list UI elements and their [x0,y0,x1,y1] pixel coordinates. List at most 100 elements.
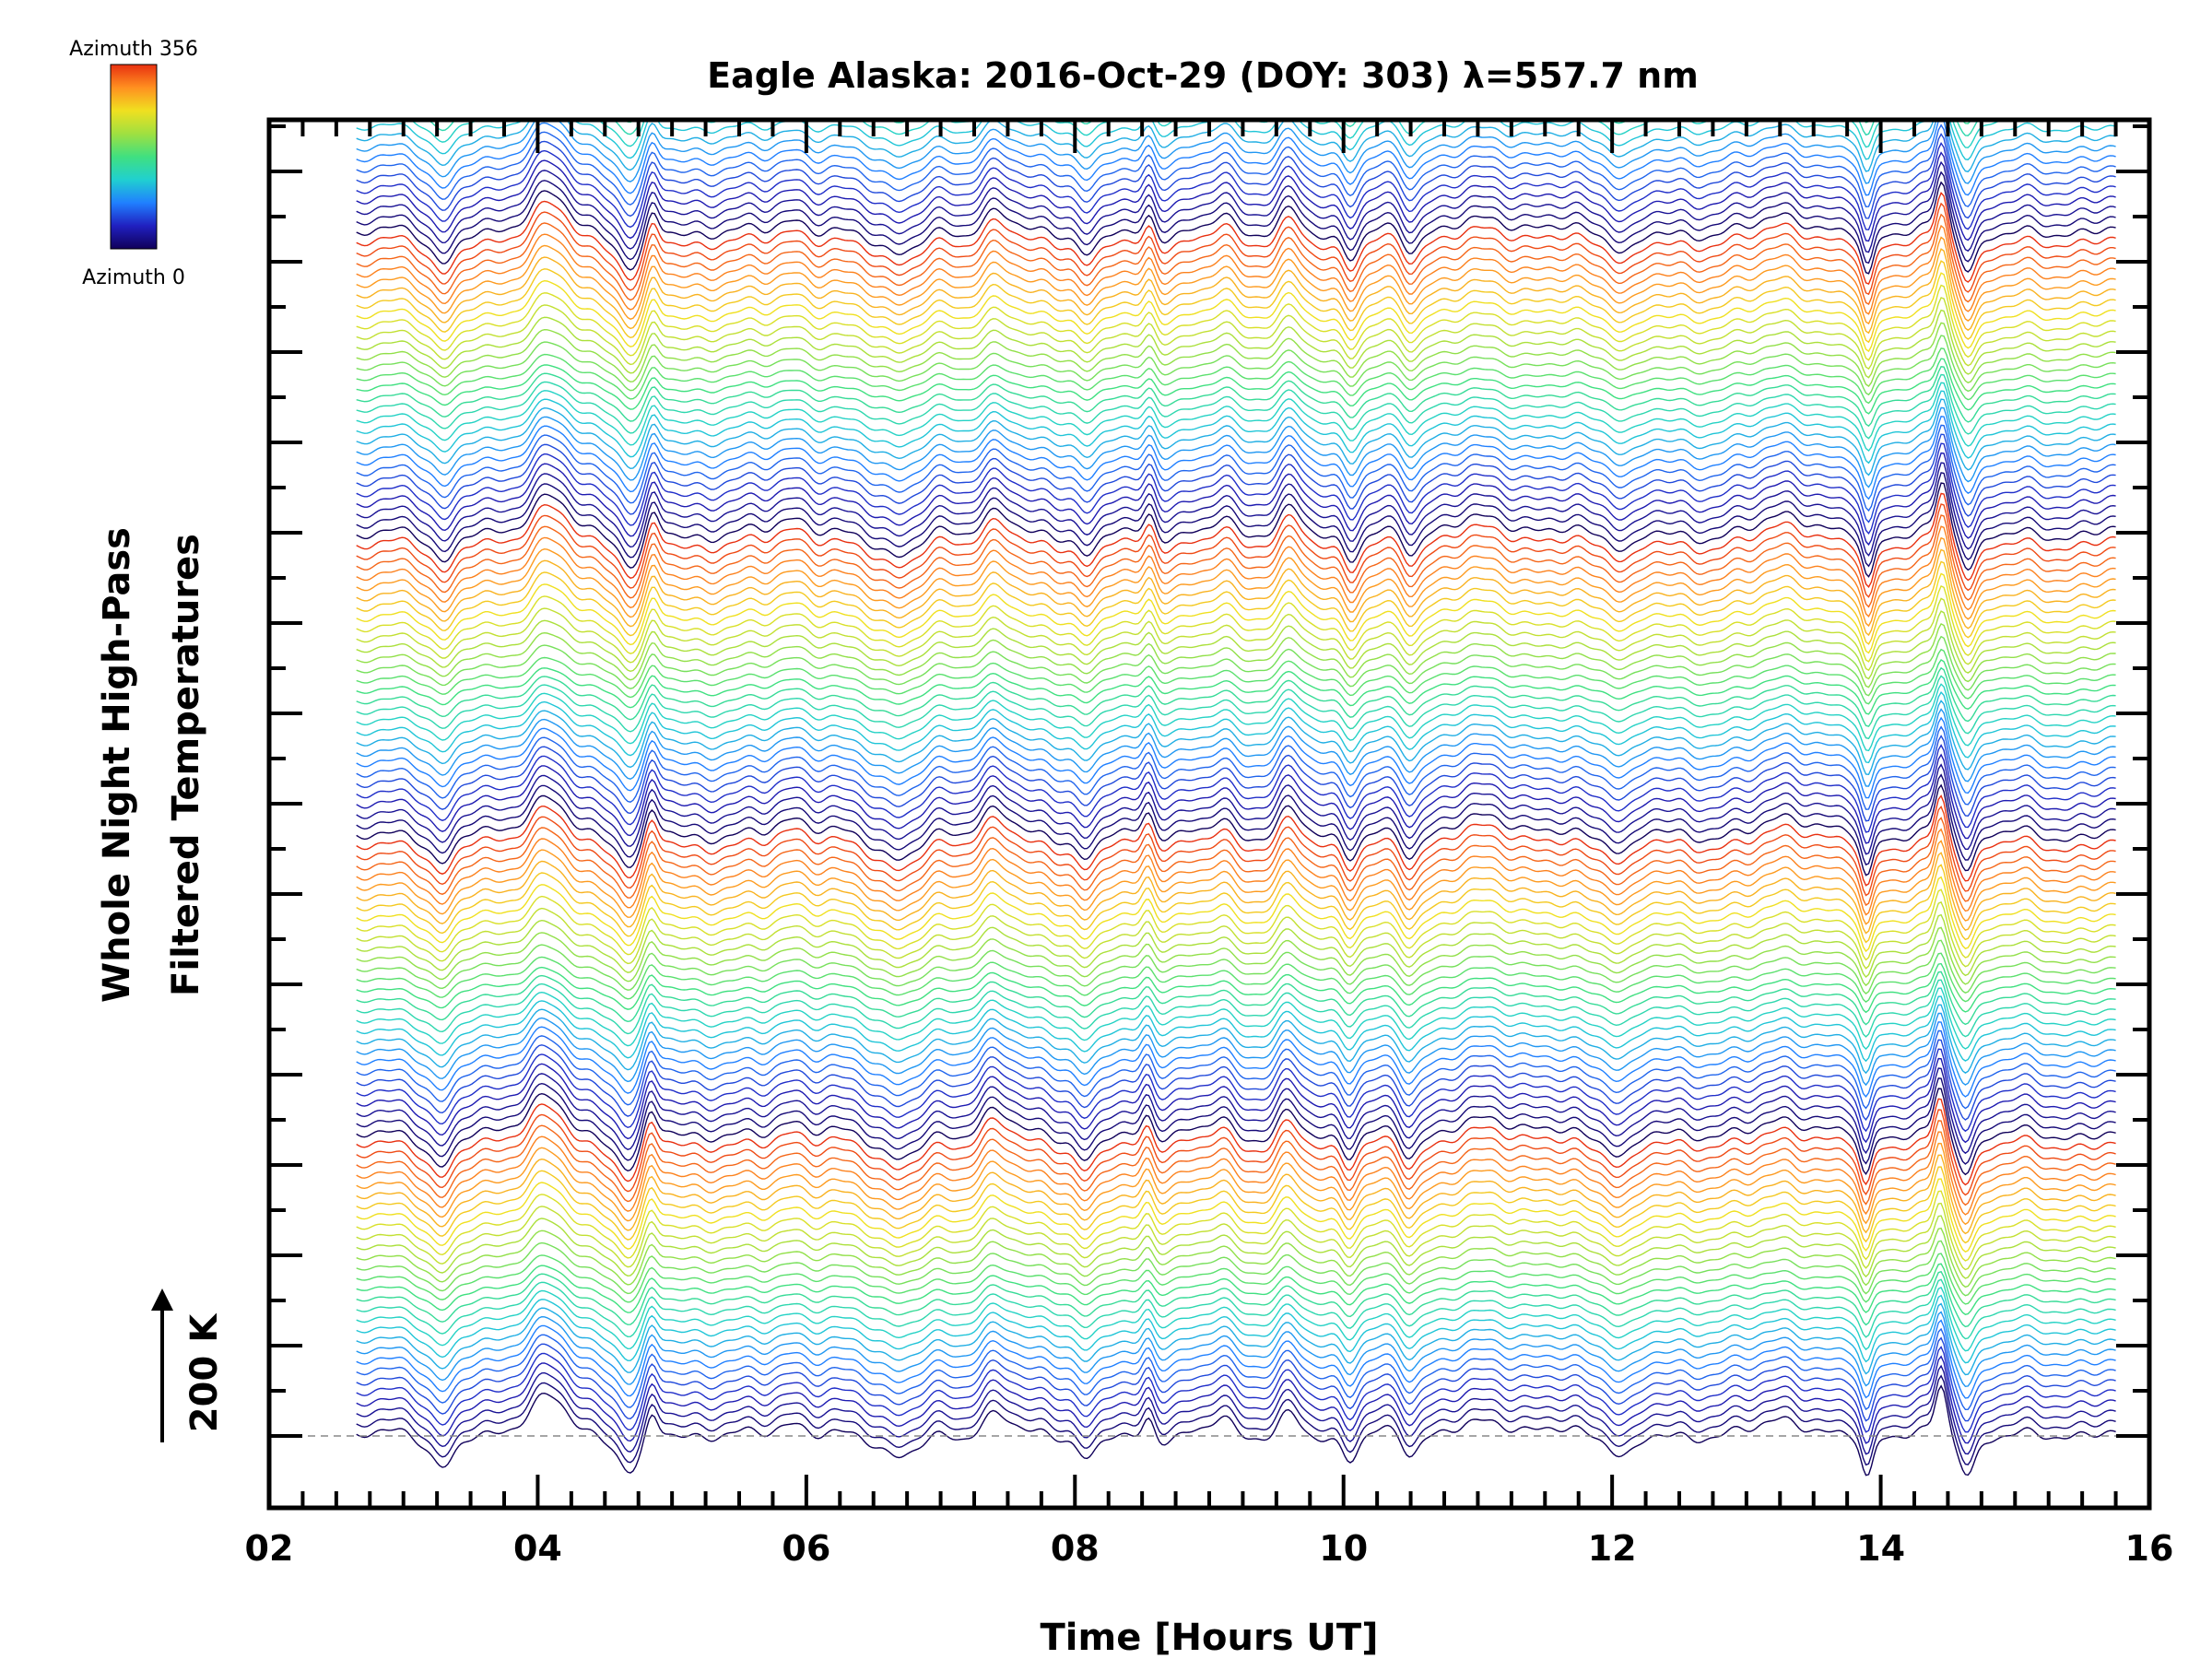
trace-line [356,1109,2116,1196]
trace-line [356,584,2116,663]
trace-line [356,272,2116,353]
trace-line [356,666,2116,727]
trace-line [356,952,2116,1004]
trace-line [356,716,2116,799]
trace-line [356,805,2116,897]
x-tick-label: 04 [513,1528,562,1569]
trace-line [356,1294,2116,1364]
trace-line [356,1278,2116,1340]
trace-line [356,191,2116,286]
trace-line [356,783,2116,877]
trace-line [356,366,2116,428]
trace-line [356,236,2116,325]
trace-line [356,1286,2116,1352]
trace-line [356,536,2116,628]
trace-line [356,1253,2116,1305]
trace-line [356,744,2116,833]
x-axis-tick-labels: 02 04 06 08 10 12 14 16 [245,1528,2174,1569]
trace-line [356,1374,2116,1466]
trace-line [356,472,2116,568]
trace-line [356,1021,2116,1099]
trace-line [356,648,2116,705]
trace-line [356,406,2116,488]
trace-line [356,913,2116,979]
trace-line [356,1336,2116,1422]
trace-line [356,514,2116,608]
trace-line [356,525,2116,618]
trace-line [356,926,2116,987]
trace-line [356,1190,2116,1262]
y-axis-label-line1: Whole Night High-Pass [96,527,138,1003]
trace-line [356,141,2116,230]
trace-line [356,1215,2116,1279]
trace-line [356,260,2116,344]
trace-line [356,691,2116,764]
trace-line [356,1088,2116,1176]
trace-line [356,560,2116,645]
trace-line [356,828,2116,916]
trace-line [356,1004,2116,1075]
trace-line [356,817,2116,907]
trace-line [356,1202,2116,1271]
trace-line [356,424,2116,512]
trace-line [356,622,2116,688]
trace-line [356,1364,2116,1455]
x-axis-ticks [267,120,2151,1508]
trace-line [356,202,2116,296]
trace-line [356,1178,2116,1253]
x-tick-label: 10 [1319,1528,1368,1569]
trace-line [356,635,2116,697]
trace-line [356,1154,2116,1235]
trace-line [356,995,2116,1063]
trace-line [356,120,2116,172]
chart-title: Eagle Alaska: 2016-Oct-29 (DOY: 303) λ=5… [707,55,1699,96]
trace-line [356,248,2116,335]
colorbar-bottom-label: Azimuth 0 [82,266,185,289]
trace-line [356,708,2116,787]
colorbar [110,64,158,250]
trace-line [356,358,2116,415]
trace-line [356,1012,2116,1087]
trace-line [356,659,2116,715]
trace-line [356,1263,2116,1315]
scale-label: 200 K [183,1312,226,1432]
trace-line [356,1311,2116,1388]
trace-line [356,900,2116,970]
trace-line [356,1355,2116,1444]
x-tick-label: 02 [245,1528,294,1569]
trace-line [356,1120,2116,1206]
trace-line [356,1098,2116,1186]
trace-line [356,433,2116,524]
trace-line [356,597,2116,672]
trace-line [356,753,2116,844]
y-axis-ticks [269,124,2149,1438]
trace-line [356,735,2116,822]
trace-line [356,213,2116,305]
trace-line [356,794,2116,887]
trace-line [356,322,2116,387]
trace-line [356,1142,2116,1226]
trace-line [356,335,2116,396]
trace-line [356,124,2116,208]
trace-line [356,572,2116,654]
trace-line [356,962,2116,1014]
trace-line [356,1131,2116,1216]
trace-line [356,840,2116,925]
trace-line [356,224,2116,315]
trace-line [356,1302,2116,1376]
trace-line [356,390,2116,465]
trace-line [356,888,2116,961]
trace-line [356,398,2116,477]
trace-line [356,876,2116,953]
trace-line [356,700,2116,776]
trace-line [356,1048,2116,1133]
trace-line [356,1327,2116,1411]
trace-line [356,297,2116,371]
trace-line [356,864,2116,944]
trace-line [356,120,2116,184]
colorbar-top-label: Azimuth 356 [69,38,198,61]
trace-line [356,482,2116,578]
trace-line [356,1067,2116,1155]
trace-line [356,120,2116,196]
trace-line [356,683,2116,752]
